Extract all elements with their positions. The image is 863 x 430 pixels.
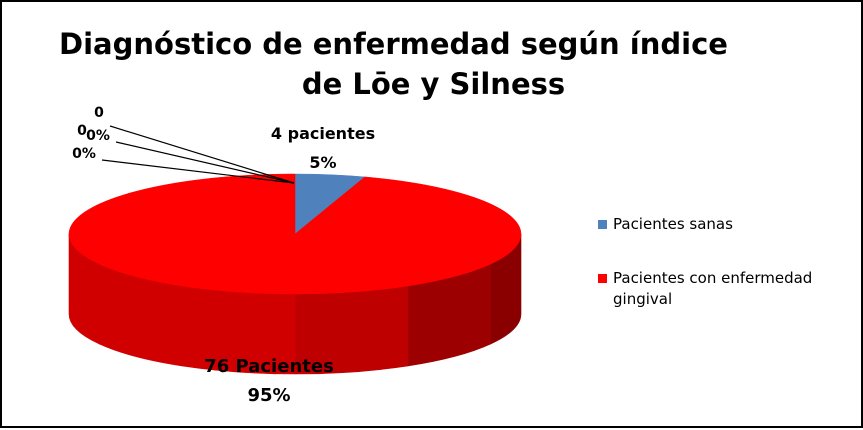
legend-label-pacientes-sanas: Pacientes sanas xyxy=(613,215,733,233)
data-label-percent-3: 0% xyxy=(72,146,96,162)
leader-line-1 xyxy=(115,141,295,184)
chart-title: Diagnóstico de enfermedad según índice d… xyxy=(2,24,863,104)
legend-swatch-blue xyxy=(598,220,607,229)
legend-item-pacientes-sanas: Pacientes sanas xyxy=(598,214,858,235)
leader-lines xyxy=(101,125,295,184)
data-label-count-0: 4 pacientes xyxy=(271,124,375,143)
chart-title-line-1: Diagnóstico de enfermedad según índice xyxy=(59,27,728,61)
data-label-percent-1: 95% xyxy=(247,385,290,406)
legend-label-pacientes-enfermedad: Pacientes con enfermedad gingival xyxy=(613,269,813,308)
data-label-count-1: 76 Pacientes xyxy=(204,356,334,377)
legend-item-pacientes-enfermedad: Pacientes con enfermedad gingival xyxy=(598,268,858,310)
data-label-percent-2: 0% xyxy=(86,128,110,144)
data-label-percent-0: 5% xyxy=(309,153,336,172)
leader-line-0 xyxy=(109,125,295,184)
pie-layer xyxy=(68,173,522,375)
data-label-count-2: 0 xyxy=(94,105,104,121)
legend-swatch-red xyxy=(598,274,607,283)
chart-title-line-2: de Lōe y Silness xyxy=(301,67,566,101)
legend: Pacientes sanas Pacientes con enfermedad… xyxy=(598,214,858,343)
data-label-count-3: 0 xyxy=(77,123,87,139)
pie-slice-1 xyxy=(68,173,522,295)
leader-line-2 xyxy=(101,159,295,184)
